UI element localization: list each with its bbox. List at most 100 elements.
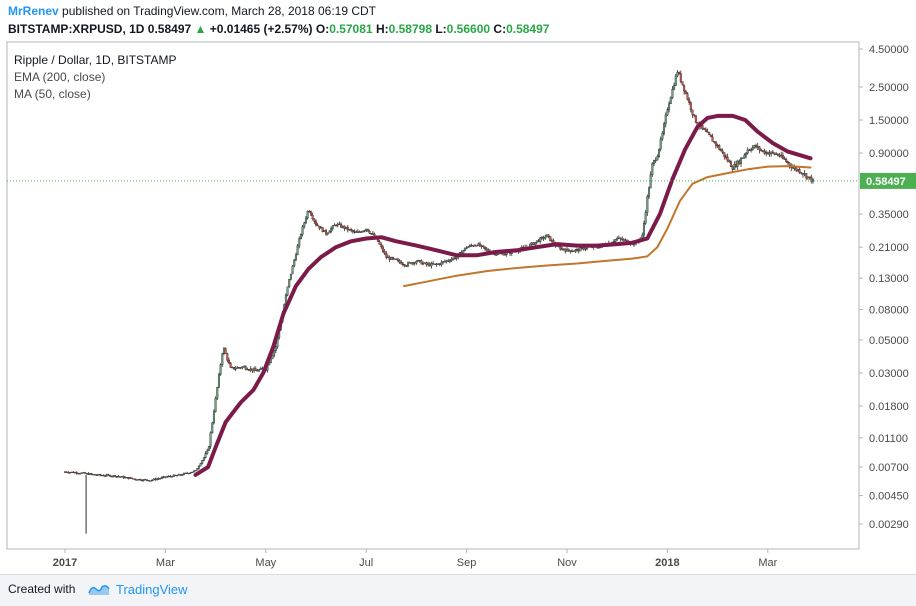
candle-body xyxy=(167,475,170,478)
candle-body xyxy=(420,260,423,265)
open-value: 0.57081 xyxy=(329,22,373,36)
candle-body xyxy=(258,369,261,372)
candle-body xyxy=(286,286,289,296)
candle-body xyxy=(97,474,100,476)
ema-200-line[interactable] xyxy=(402,165,812,288)
candle-body xyxy=(69,472,72,474)
candle-body xyxy=(296,245,299,256)
candle-body xyxy=(796,169,799,171)
candle-body xyxy=(396,259,399,261)
candle-body xyxy=(63,471,66,473)
last-price: 0.58497 xyxy=(147,22,192,36)
candle-body xyxy=(259,368,262,370)
candle-body xyxy=(338,223,341,225)
candle-body xyxy=(321,227,324,233)
candle-body xyxy=(112,475,115,477)
candle-body xyxy=(771,151,774,154)
candle-body xyxy=(539,237,542,243)
candle-body xyxy=(801,173,804,175)
candle-body xyxy=(663,123,666,134)
candle-body xyxy=(361,230,364,233)
candle-body xyxy=(199,463,202,467)
candle-body xyxy=(485,248,488,250)
candle-body xyxy=(74,472,77,474)
legend-ema: EMA (200, close) xyxy=(14,70,106,84)
candle-body xyxy=(254,368,257,371)
candle-body xyxy=(641,234,644,238)
candle-body xyxy=(311,215,314,220)
price-chart[interactable]: 4.50000 2.50000 1.50000 0.90000 0.35000 0.210… xyxy=(0,40,916,570)
y-tick-label: 0.03000 xyxy=(869,368,909,380)
candle-body xyxy=(177,474,180,476)
tradingview-logo-icon[interactable] xyxy=(88,581,110,597)
candle-body xyxy=(811,178,814,182)
candle-body xyxy=(355,231,358,233)
candle-body xyxy=(371,233,374,235)
candle-body xyxy=(470,245,473,247)
candle-body xyxy=(428,263,431,267)
candle-body xyxy=(151,479,154,482)
candle-body xyxy=(733,164,736,170)
candle-body xyxy=(716,145,719,147)
candle-body xyxy=(197,465,200,469)
candle-body xyxy=(540,237,543,239)
candle-body xyxy=(745,152,748,156)
candle-body xyxy=(345,226,348,229)
symbol-name: BITSTAMP:XRPUSD, 1D xyxy=(8,22,145,36)
candle-body xyxy=(353,231,356,233)
candle-body xyxy=(308,211,311,213)
chart-area[interactable]: 4.50000 2.50000 1.50000 0.90000 0.35000 0.210… xyxy=(0,40,916,570)
candle-body xyxy=(109,474,112,477)
candle-body xyxy=(149,480,152,482)
candle-body xyxy=(137,479,140,481)
candle-body xyxy=(740,158,743,164)
tradingview-brand[interactable]: TradingView xyxy=(116,582,188,597)
candle-body xyxy=(77,473,80,475)
last-price-badge-label: 0.58497 xyxy=(866,176,906,188)
candle-body xyxy=(187,473,190,475)
candle-body xyxy=(579,247,582,252)
candle-body xyxy=(147,480,150,482)
candle-body xyxy=(571,250,574,253)
candle-body xyxy=(709,134,712,138)
candle-body xyxy=(366,228,369,232)
candle-body xyxy=(547,234,550,237)
candle-body xyxy=(780,154,783,157)
candle-body xyxy=(206,450,209,454)
published-text: published on TradingView.com, March 28, … xyxy=(62,4,376,18)
candle-body xyxy=(390,257,393,260)
candle-body xyxy=(455,257,458,259)
candle-body xyxy=(803,173,806,175)
candle-body xyxy=(748,149,751,151)
candle-body xyxy=(325,229,328,235)
candle-body xyxy=(309,211,312,216)
candle-body xyxy=(418,260,421,262)
candle-body xyxy=(412,262,415,265)
candle-body xyxy=(659,138,662,150)
y-tick-label: 0.08000 xyxy=(869,305,909,317)
candle-body xyxy=(569,250,572,252)
candle-body xyxy=(755,145,758,148)
candle-body xyxy=(768,153,771,155)
candle-body xyxy=(417,260,420,262)
candle-body xyxy=(427,263,430,265)
candle-body xyxy=(545,234,548,238)
candle-body xyxy=(724,156,727,158)
candle-body xyxy=(664,114,667,124)
candle-body xyxy=(402,263,405,266)
author-name[interactable]: MrRenev xyxy=(8,4,59,18)
candle-body xyxy=(320,227,323,229)
candle-body xyxy=(721,150,724,153)
candle-body xyxy=(356,231,359,233)
candle-body xyxy=(179,474,182,476)
ma-50-line[interactable] xyxy=(193,113,813,477)
candle-body xyxy=(673,85,676,90)
candle-body xyxy=(306,211,309,219)
y-tick-label: 0.01100 xyxy=(869,433,908,445)
x-tick-label: 2017 xyxy=(53,557,77,569)
candle-body xyxy=(723,152,726,157)
y-tick-label: 0.35000 xyxy=(869,209,909,221)
candle-body xyxy=(102,475,105,477)
candle-body xyxy=(385,252,388,258)
candle-body xyxy=(728,160,731,163)
